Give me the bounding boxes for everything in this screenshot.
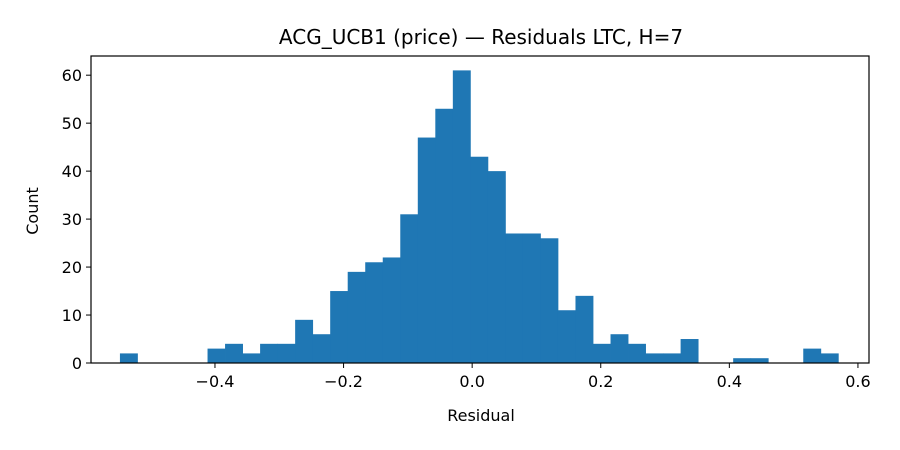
histogram-bars xyxy=(119,70,839,363)
histogram-bar xyxy=(663,353,682,363)
histogram-bar xyxy=(505,233,524,363)
histogram-bar xyxy=(435,108,454,363)
histogram-bar xyxy=(610,334,629,363)
histogram-bar xyxy=(277,343,296,363)
histogram-bar xyxy=(540,238,559,363)
y-tick-label: 40 xyxy=(62,162,82,181)
x-tick-label: −0.4 xyxy=(196,372,235,391)
histogram-bar xyxy=(645,353,664,363)
y-axis-label: Count xyxy=(23,187,42,235)
x-tick-label: −0.2 xyxy=(324,372,363,391)
plot-area-frame xyxy=(90,55,870,364)
histogram-bar xyxy=(803,348,822,363)
histogram-bar xyxy=(522,233,541,363)
x-tick-label: 0.4 xyxy=(717,372,742,391)
histogram-bar xyxy=(820,353,839,363)
histogram-bar xyxy=(452,70,471,363)
histogram-bar xyxy=(400,214,419,363)
y-tick-label: 20 xyxy=(62,258,82,277)
histogram-bar xyxy=(382,257,401,363)
x-tick-label: 0.2 xyxy=(588,372,613,391)
y-tick-label: 0 xyxy=(72,354,82,373)
histogram-bar xyxy=(680,339,699,363)
y-tick-label: 50 xyxy=(62,114,82,133)
histogram-bar xyxy=(312,334,331,363)
histogram-bar xyxy=(295,319,314,363)
y-axis-ticks: 0 10 20 30 40 50 60 xyxy=(62,66,91,373)
chart-title: ACG_UCB1 (price) — Residuals LTC, H=7 xyxy=(279,25,683,49)
histogram-bar xyxy=(347,271,366,363)
y-tick-label: 10 xyxy=(62,306,82,325)
histogram-bar xyxy=(593,343,611,363)
x-tick-label: 0.6 xyxy=(845,372,870,391)
histogram-bar xyxy=(733,358,752,363)
y-tick-label: 30 xyxy=(62,210,82,229)
histogram-bar xyxy=(417,137,436,363)
histogram-bar xyxy=(225,343,243,363)
histogram-bar xyxy=(330,291,349,363)
histogram-bar xyxy=(119,353,138,363)
histogram-bar xyxy=(207,348,226,363)
histogram-bar xyxy=(557,310,576,363)
x-axis-label: Residual xyxy=(447,406,515,425)
histogram-bar xyxy=(750,358,769,363)
x-tick-label: 0.0 xyxy=(459,372,484,391)
histogram-bar xyxy=(628,343,646,363)
y-tick-label: 60 xyxy=(62,66,82,85)
histogram-bar xyxy=(470,156,489,363)
histogram-bar xyxy=(260,343,279,363)
histogram-bar xyxy=(487,171,506,363)
histogram-bar xyxy=(575,295,594,363)
x-axis-ticks: −0.4 −0.2 0.0 0.2 0.4 0.6 xyxy=(196,363,871,391)
histogram-bar xyxy=(242,353,261,363)
histogram-bar xyxy=(365,262,384,363)
